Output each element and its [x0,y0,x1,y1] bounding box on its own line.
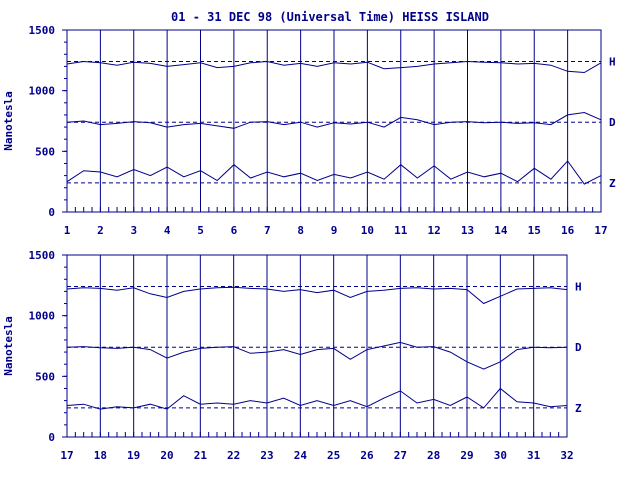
x-tick-label: 19 [127,449,140,462]
x-tick-label: 28 [427,449,440,462]
x-tick-label: 4 [164,224,171,237]
x-tick-label: 23 [260,449,273,462]
series-label-d: D [609,116,616,129]
x-tick-label: 1 [64,224,71,237]
plot-frame [66,254,568,438]
y-tick-label: 1000 [29,85,56,98]
series-line-z [66,387,568,410]
panel-top: 1 2 3 4 5 6 7 8 9 10 11 12 13 14 15 16 17050010001500Nan… [2,24,616,237]
series-line-z [66,160,602,185]
y-tick-label: 1500 [29,24,56,37]
x-tick-label: 12 [428,224,441,237]
x-tick-label: 13 [461,224,474,237]
x-tick-label: 25 [327,449,340,462]
x-tick-label: 30 [494,449,507,462]
series-line-h [66,286,568,305]
y-tick-label: 500 [35,370,55,383]
y-tick-label: 1000 [29,310,56,323]
chart-title: 01 - 31 DEC 98 (Universal Time) HEISS IS… [171,10,489,24]
x-tick-label: 16 [561,224,575,237]
series-line-h [66,60,602,74]
x-tick-label: 31 [527,449,541,462]
x-tick-label: 17 [60,449,73,462]
x-tick-label: 29 [460,449,473,462]
series-line-d [66,111,602,129]
x-tick-label: 14 [494,224,508,237]
x-tick-label: 8 [297,224,304,237]
x-tick-label: 10 [361,224,374,237]
x-tick-label: 32 [560,449,573,462]
x-tick-label: 7 [264,224,271,237]
x-tick-label: 27 [394,449,407,462]
x-tick-label: 17 [594,224,607,237]
x-tick-label: 24 [294,449,308,462]
panel-bottom: 17 18 19 20 21 22 23 24 25 26 27 28 29 30 31 32 0 500 1000… [2,249,582,462]
x-tick-label: 18 [94,449,107,462]
x-tick-label: 15 [528,224,541,237]
y-tick-label: 1500 [29,249,56,262]
y-axis-label: Nanotesla [2,316,15,376]
x-tick-label: 22 [227,449,240,462]
x-tick-label: 11 [394,224,408,237]
x-tick-label: 6 [231,224,238,237]
y-axis-label: Nanotesla [2,91,15,151]
x-tick-label: 3 [130,224,137,237]
x-tick-label: 9 [331,224,338,237]
y-tick-label: 0 [48,206,55,219]
y-tick-label: 0 [48,431,55,444]
x-tick-label: 2 [97,224,104,237]
series-label-z: Z [575,402,582,415]
series-label-h: H [609,56,616,69]
x-tick-label: 26 [360,449,374,462]
series-label-h: H [575,281,582,294]
series-label-z: Z [609,177,616,190]
x-tick-label: 20 [160,449,173,462]
series-line-d [66,341,568,370]
series-label-d: D [575,341,582,354]
x-tick-label: 21 [194,449,208,462]
y-tick-label: 500 [35,145,55,158]
x-tick-label: 5 [197,224,204,237]
